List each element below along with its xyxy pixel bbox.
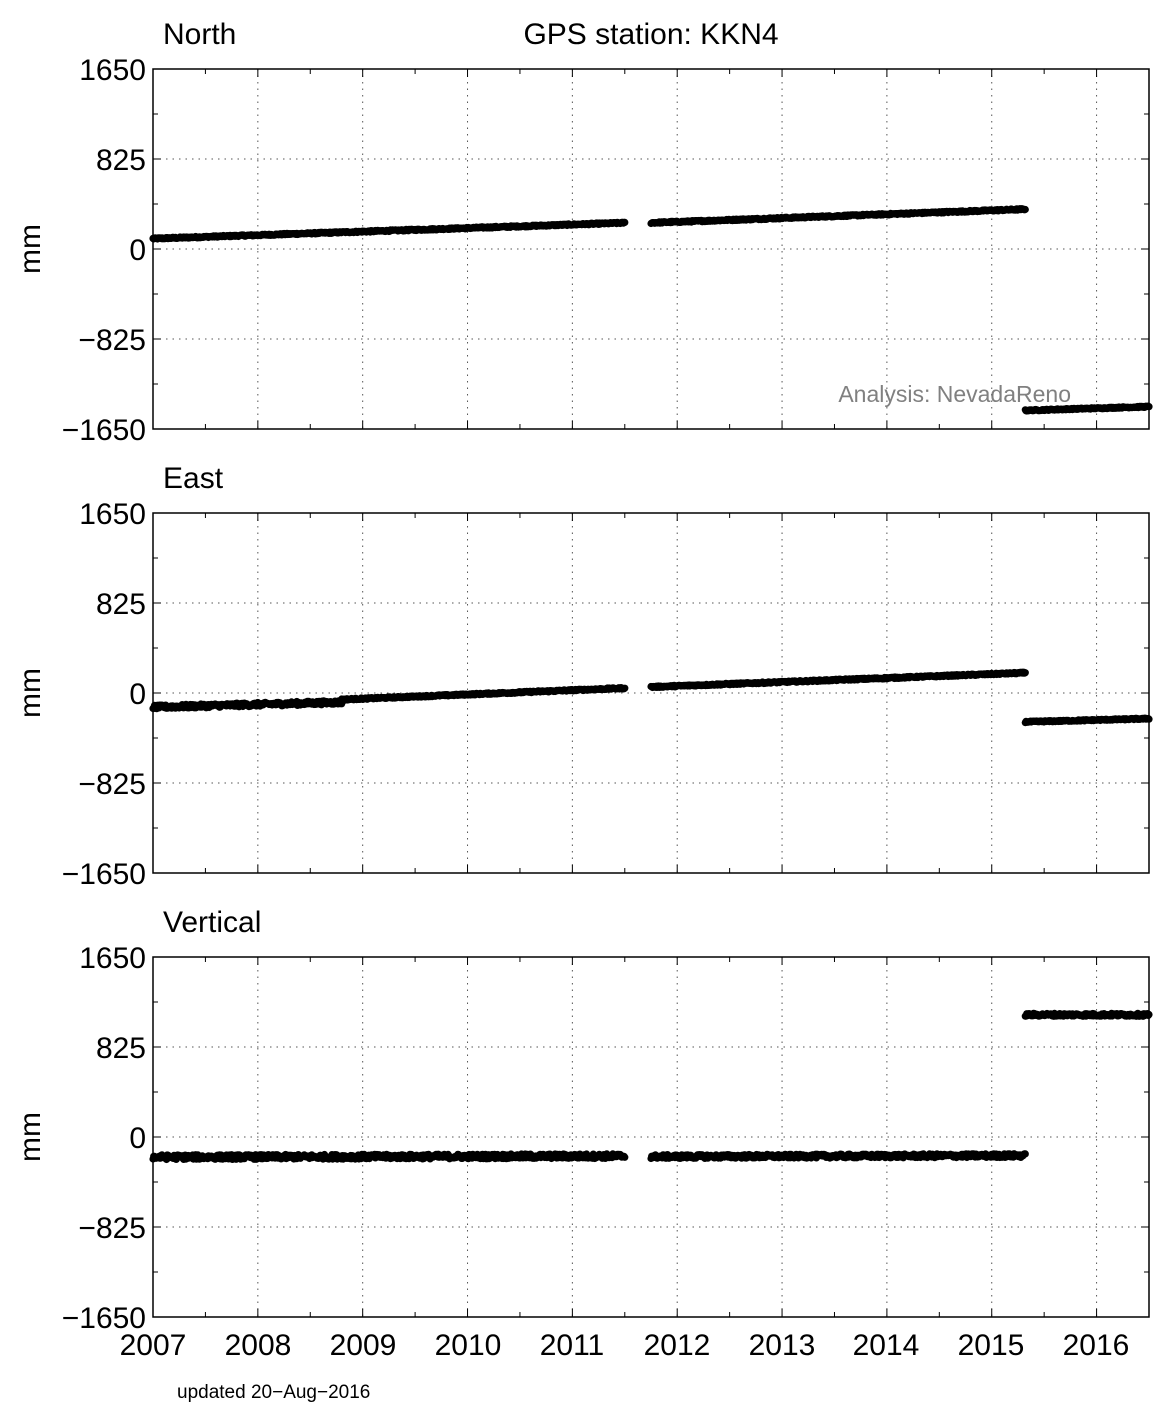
- panel-plot-east: [149, 512, 1153, 874]
- xtick-label-2011: 2011: [540, 1329, 605, 1362]
- panel-plot-vertical: [149, 956, 1153, 1318]
- data-point-north-s1: [1021, 205, 1029, 214]
- xtick-label-2013: 2013: [749, 1329, 816, 1362]
- ytick-label-east-0: 0: [129, 678, 146, 711]
- ytick-label-north-0: 0: [129, 234, 146, 267]
- panel-vertical: Vertical mm 1650 825 0 −825 −1650 2007 2…: [14, 906, 1129, 1362]
- xtick-label-2009: 2009: [330, 1329, 397, 1362]
- ytick-label-north-m825: −825: [78, 324, 146, 357]
- panel-title-north: North: [163, 18, 236, 51]
- panel-title-vertical: Vertical: [163, 906, 261, 939]
- panel-east: East mm 1650 825 0 −825 −1650: [14, 462, 224, 891]
- series-points-east: [149, 668, 1153, 727]
- plot-frame-vertical: [152, 956, 1150, 1318]
- xtick-label-2015: 2015: [958, 1329, 1025, 1362]
- data-point-vertical-s1: [1021, 1150, 1029, 1158]
- ytick-label-east-m825: −825: [78, 768, 146, 801]
- plot-frame-north: [152, 68, 1150, 430]
- figure-title: GPS station: KKN4: [523, 18, 778, 51]
- ytick-label-north-825: 825: [96, 144, 146, 177]
- xtick-label-2014: 2014: [853, 1329, 920, 1362]
- y-axis-label-vertical: mm: [14, 1112, 47, 1162]
- ytick-label-east-1650: 1650: [79, 498, 146, 531]
- ytick-label-vertical-m1650: −1650: [62, 1302, 146, 1335]
- xtick-label-2007: 2007: [120, 1329, 187, 1362]
- xtick-label-2012: 2012: [644, 1329, 711, 1362]
- ytick-label-vertical-1650: 1650: [79, 942, 146, 975]
- data-point-vertical-s0: [621, 1153, 629, 1161]
- ytick-label-north-m1650: −1650: [62, 414, 146, 447]
- ytick-label-vertical-825: 825: [96, 1032, 146, 1065]
- plot-layer: [149, 68, 1153, 1318]
- xtick-label-2008: 2008: [225, 1329, 292, 1362]
- panel-title-east: East: [163, 462, 224, 495]
- series-points-north: [149, 205, 1153, 415]
- data-point-east-s1: [621, 684, 629, 692]
- y-axis-label-east: mm: [14, 668, 47, 718]
- panel-north: North mm 1650 825 0 −825 −1650 Analysis:…: [14, 18, 1071, 447]
- xtick-label-2016: 2016: [1063, 1329, 1130, 1362]
- ytick-label-vertical-m825: −825: [78, 1212, 146, 1245]
- analysis-watermark: Analysis: NevadaReno: [838, 381, 1071, 407]
- plot-frame-east: [152, 512, 1150, 874]
- data-point-east-s2: [1021, 669, 1029, 677]
- ytick-label-east-825: 825: [96, 588, 146, 621]
- ytick-label-vertical-0: 0: [129, 1122, 146, 1155]
- updated-date: updated 20−Aug−2016: [177, 1382, 370, 1403]
- ytick-label-north-1650: 1650: [79, 54, 146, 87]
- panel-plot-north: [149, 68, 1153, 430]
- data-point-north-s0: [621, 218, 629, 226]
- xtick-label-2010: 2010: [435, 1329, 502, 1362]
- ytick-label-east-m1650: −1650: [62, 858, 146, 891]
- y-axis-label-north: mm: [14, 224, 47, 274]
- series-points-vertical: [149, 1009, 1153, 1164]
